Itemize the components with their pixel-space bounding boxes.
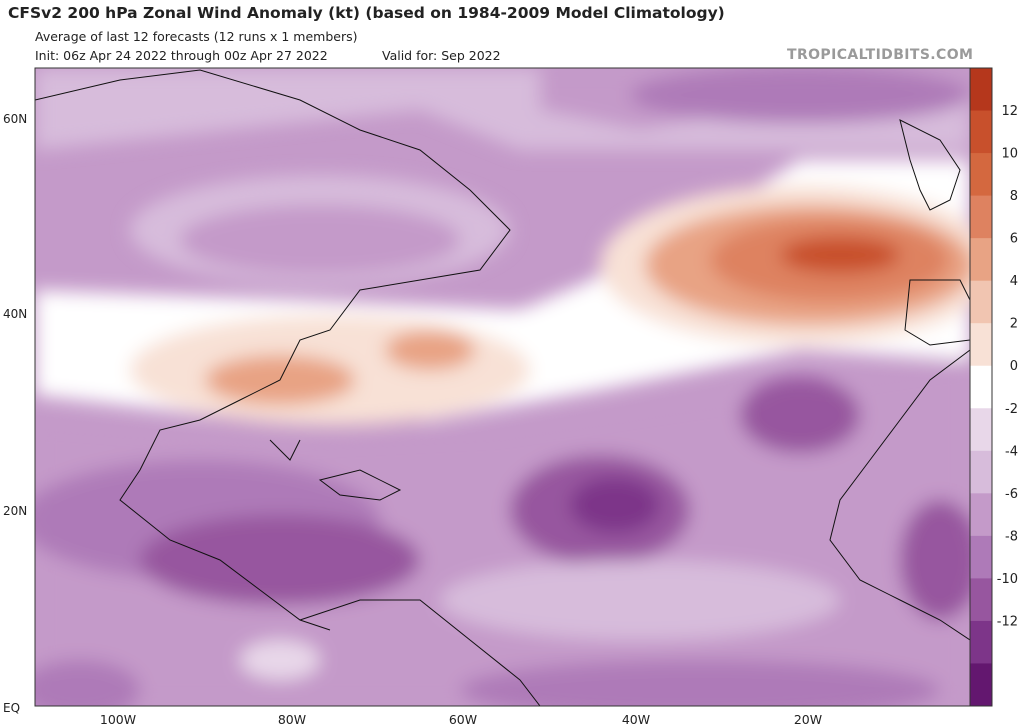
colorbar-tick-label: -2 — [1005, 402, 1018, 417]
lon-label-40w: 40W — [622, 712, 650, 727]
colorbar-tick-label: 2 — [1010, 317, 1018, 332]
brand-watermark: TROPICALTIDBITS.COM — [787, 47, 974, 63]
lon-label-100w: 100W — [100, 712, 136, 727]
map-subtitle: Average of last 12 forecasts (12 runs x … — [35, 29, 358, 44]
latitude-axis: 60N 40N 20N EQ — [3, 112, 27, 715]
colorbar — [969, 67, 993, 707]
coastlines — [35, 69, 970, 706]
colorbar-swatch — [970, 620, 992, 664]
valid-time: Valid for: Sep 2022 — [382, 48, 501, 63]
colorbar-swatch — [970, 450, 992, 494]
colorbar-tick-label: 10 — [1001, 147, 1018, 162]
lon-label-80w: 80W — [278, 712, 306, 727]
colorbar-swatch — [970, 323, 992, 367]
colorbar-swatch — [970, 110, 992, 154]
colorbar-tick-label: 0 — [1010, 359, 1018, 374]
colorbar-tick-label: -8 — [1005, 529, 1018, 544]
colorbar-labels: 12 10 8 6 4 2 0 -2 -4 -6 -8 -10 -12 — [997, 104, 1018, 629]
colorbar-tick-label: -6 — [1005, 487, 1018, 502]
lon-label-20w: 20W — [794, 712, 822, 727]
colorbar-swatch — [970, 280, 992, 324]
colorbar-swatch — [970, 535, 992, 579]
colorbar-tick-label: -10 — [997, 572, 1018, 587]
colorbar-tick-label: 8 — [1010, 189, 1018, 204]
colorbar-swatch — [970, 663, 992, 707]
anomaly-field — [35, 68, 970, 706]
colorbar-tick-label: -12 — [997, 614, 1018, 629]
colorbar-swatch — [970, 365, 992, 409]
colorbar-tick-label: 6 — [1010, 232, 1018, 247]
init-time: Init: 06z Apr 24 2022 through 00z Apr 27… — [35, 48, 328, 63]
colorbar-swatch — [970, 408, 992, 452]
lon-label-60w: 60W — [449, 712, 477, 727]
colorbar-border — [969, 67, 993, 707]
lat-label-60n: 60N — [3, 112, 27, 126]
longitude-axis: 100W 80W 60W 40W 20W — [100, 712, 822, 727]
colorbar-swatch — [970, 153, 992, 197]
colorbar-swatch — [970, 238, 992, 282]
colorbar-swatch — [970, 195, 992, 239]
colorbar-tick-label: 12 — [1001, 104, 1018, 119]
colorbar-swatch — [970, 68, 992, 112]
map-title: CFSv2 200 hPa Zonal Wind Anomaly (kt) (b… — [8, 4, 725, 22]
colorbar-tick-label: 4 — [1010, 274, 1018, 289]
lat-label-40n: 40N — [3, 307, 27, 321]
lat-label-eq: EQ — [3, 701, 20, 715]
colorbar-swatch — [970, 493, 992, 537]
colorbar-tick-label: -4 — [1005, 444, 1018, 459]
colorbar-swatch — [970, 578, 992, 622]
lat-label-20n: 20N — [3, 504, 27, 518]
